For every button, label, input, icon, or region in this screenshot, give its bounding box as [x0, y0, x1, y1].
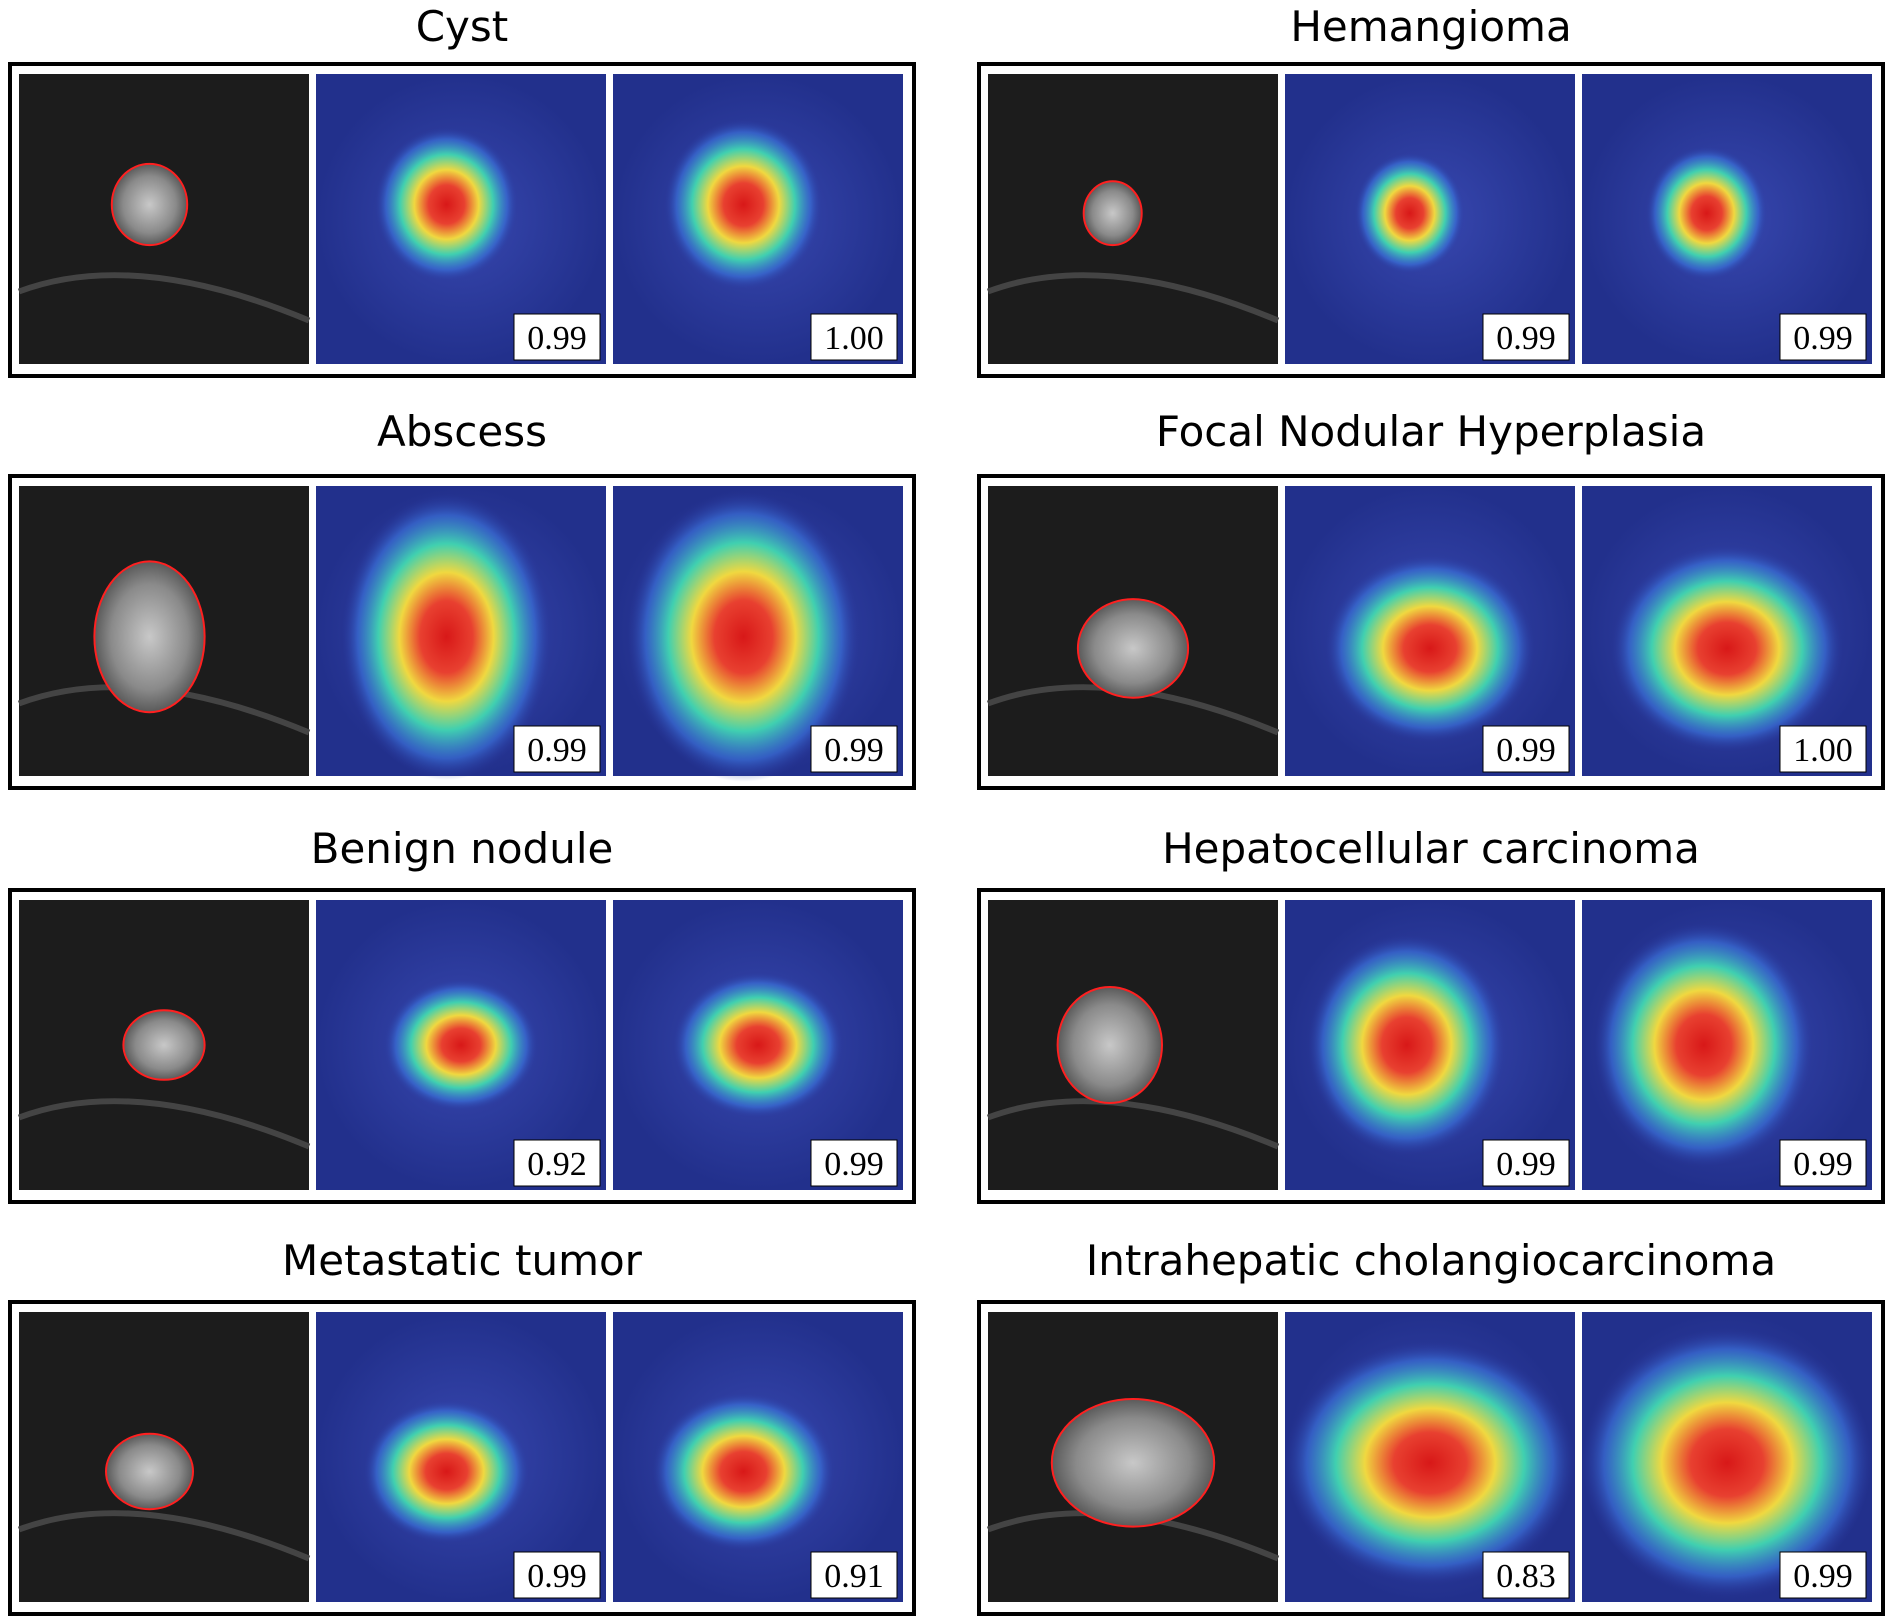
tissue-line — [986, 272, 1280, 324]
score-label: 0.92 — [527, 1146, 587, 1183]
score-box — [810, 1551, 898, 1599]
panel: 0.92 0.99 — [8, 888, 916, 1204]
heatmap-blob — [374, 127, 519, 282]
score-label: 1.00 — [1793, 732, 1853, 769]
heatmap-blob — [1325, 554, 1535, 743]
panel: 0.99 1.00 — [8, 62, 916, 378]
score-label: 0.99 — [1496, 1146, 1556, 1183]
panel-title: Metastatic tumor — [282, 1236, 643, 1285]
heatmap-blob — [383, 978, 539, 1112]
panel: 0.99 0.99 — [8, 474, 916, 790]
heatmap-blob — [1594, 923, 1814, 1167]
score-box — [1482, 313, 1570, 361]
score-label: 0.99 — [527, 1558, 587, 1595]
score-box — [1779, 1139, 1867, 1187]
tissue-line — [17, 1098, 311, 1150]
panel: 0.83 0.99 — [977, 1300, 1885, 1616]
panel-title: Cyst — [416, 2, 509, 51]
heatmap-blob — [1307, 934, 1506, 1156]
heatmap-blob — [652, 1392, 835, 1551]
score-box — [810, 725, 898, 773]
heatmap-blob — [1645, 146, 1768, 281]
lesion — [110, 162, 189, 247]
score-label: 0.99 — [1793, 1146, 1853, 1183]
score-box — [513, 1551, 601, 1599]
score-box — [1482, 1551, 1570, 1599]
panel-title: Intrahepatic cholangiocarcinoma — [1086, 1236, 1776, 1285]
score-label: 0.99 — [1793, 1558, 1853, 1595]
lesion — [1076, 598, 1190, 699]
lesion — [1082, 180, 1143, 247]
score-label: 0.99 — [1496, 732, 1556, 769]
heatmap-blob — [627, 491, 860, 782]
score-label: 0.99 — [1793, 320, 1853, 357]
score-box — [1779, 1551, 1867, 1599]
score-box — [810, 313, 898, 361]
score-label: 0.99 — [824, 1146, 884, 1183]
lesion — [105, 1432, 194, 1511]
lesion — [122, 1009, 206, 1081]
score-label: 0.99 — [527, 320, 587, 357]
panel: 0.99 0.99 — [977, 62, 1885, 378]
heatmap-blob — [1285, 1341, 1575, 1585]
score-label: 0.99 — [527, 732, 587, 769]
tissue-line — [17, 272, 311, 324]
heatmap-blob — [664, 119, 823, 290]
panel: 0.99 0.99 — [977, 888, 1885, 1204]
score-box — [1482, 725, 1570, 773]
score-label: 0.91 — [824, 1558, 884, 1595]
score-label: 0.99 — [1496, 320, 1556, 357]
heatmap-blob — [1582, 1328, 1872, 1597]
score-box — [1779, 725, 1867, 773]
panel-title: Hepatocellular carcinoma — [1162, 824, 1700, 873]
score-box — [1482, 1139, 1570, 1187]
score-label: 1.00 — [824, 320, 884, 357]
heatmap-blob — [341, 493, 552, 781]
lesion — [93, 560, 206, 714]
heatmap-blob — [672, 971, 844, 1119]
panel-title: Hemangioma — [1290, 2, 1571, 51]
tissue-line — [17, 1510, 311, 1562]
panel: 0.99 0.91 — [8, 1300, 916, 1616]
score-box — [513, 313, 601, 361]
score-box — [1779, 313, 1867, 361]
panel-title: Benign nodule — [311, 824, 614, 873]
lesion — [1050, 1398, 1216, 1528]
lesion — [1056, 986, 1164, 1104]
heatmap-blob — [1354, 152, 1465, 274]
score-box — [810, 1139, 898, 1187]
panel-title: Abscess — [377, 407, 547, 456]
score-box — [513, 725, 601, 773]
score-box — [513, 1139, 601, 1187]
panel-title: Focal Nodular Hyperplasia — [1156, 407, 1706, 456]
score-label: 0.83 — [1496, 1558, 1556, 1595]
panel: 0.99 1.00 — [977, 474, 1885, 790]
heatmap-blob — [1611, 544, 1843, 752]
heatmap-blob — [363, 1399, 530, 1544]
score-label: 0.99 — [824, 732, 884, 769]
